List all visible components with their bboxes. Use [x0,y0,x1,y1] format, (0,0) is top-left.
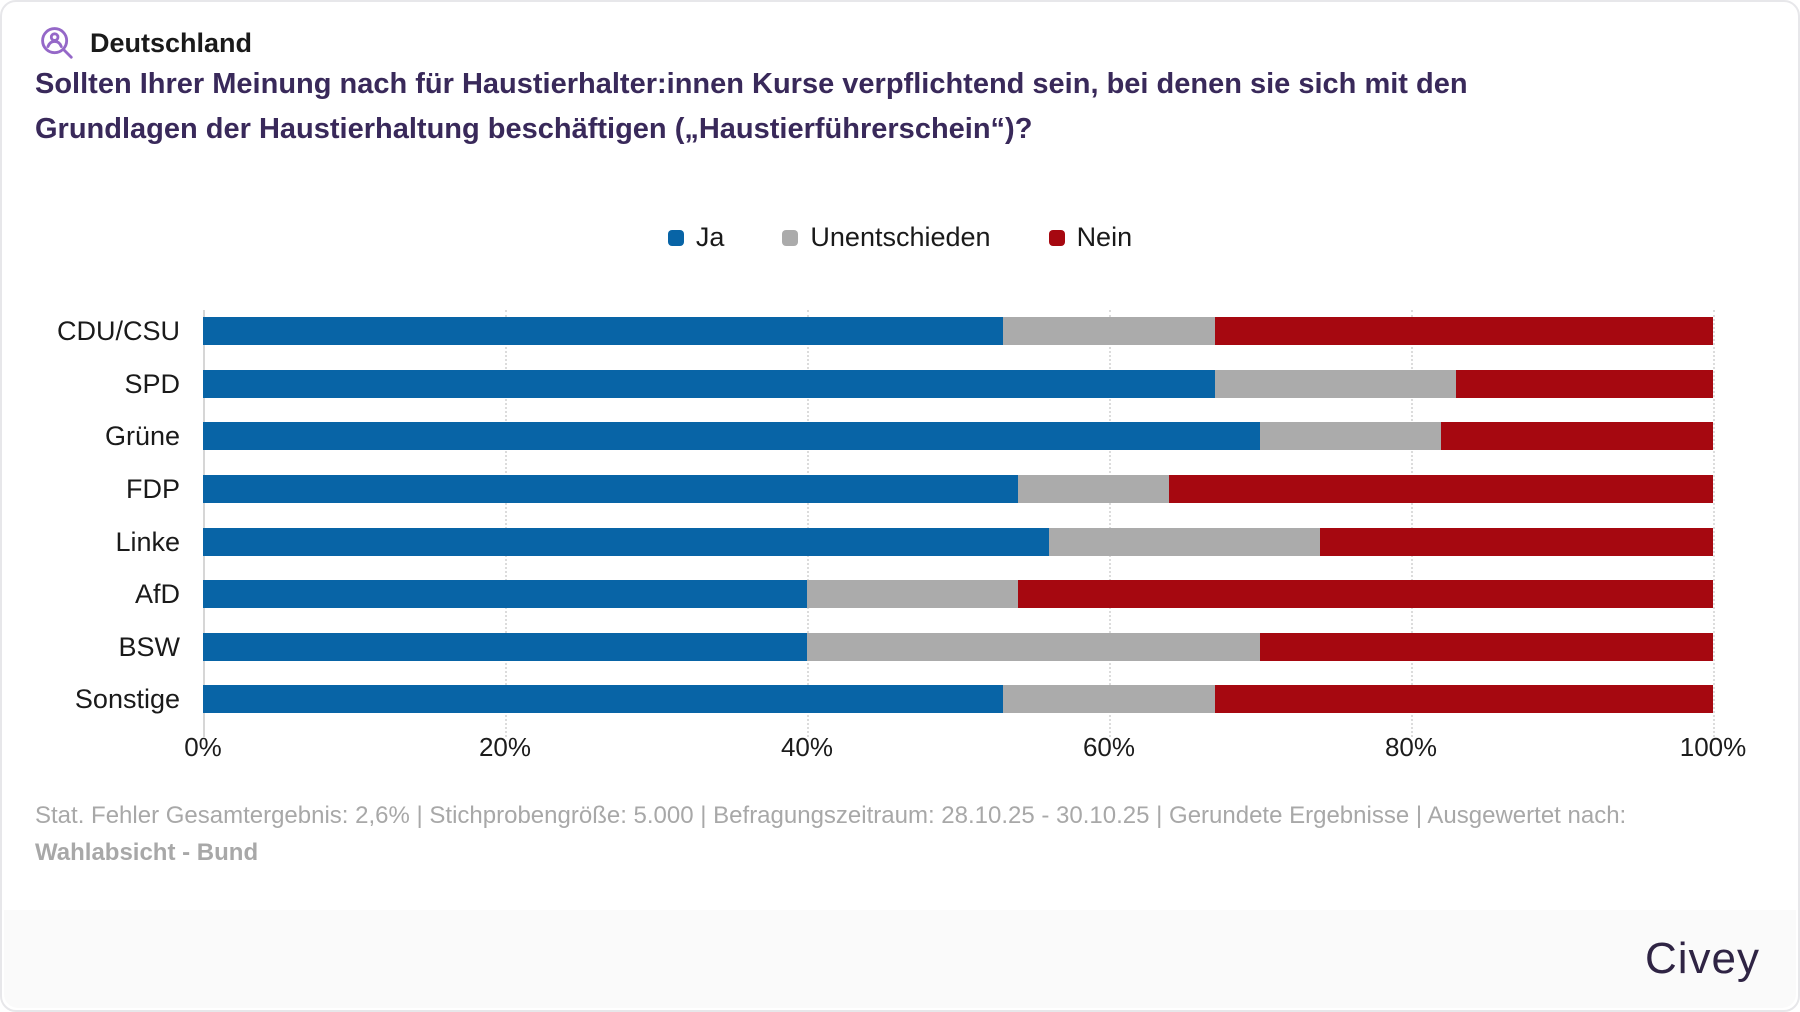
gridline [1411,310,1413,737]
footnote: Stat. Fehler Gesamtergebnis: 2,6% | Stic… [35,797,1769,871]
x-axis-tick-label: 60% [1082,732,1136,762]
x-axis-tick-label: 100% [1679,732,1747,762]
bar-segment-nein[interactable] [1214,685,1713,714]
footnote-emphasis: Wahlabsicht - Bund [35,839,259,866]
gridline [807,310,809,737]
gridline [1109,310,1111,737]
legend-swatch-nein [1048,229,1065,246]
bar-segment-ja[interactable] [203,632,807,661]
category-label: CDU/CSU [56,316,180,346]
header: Deutschland [38,24,252,62]
category-label: Grüne [104,421,180,452]
person-search-icon [38,24,76,62]
civey-logo[interactable]: Civey [1644,934,1760,983]
chart: 0% 20% 40% 60% 80% 100% CDU/CSU SPD Grüne FDP Link… [2,262,1798,774]
category-label: SPD [124,368,180,399]
x-axis-tick-label: 80% [1384,732,1438,762]
chart-row: Linke [2,526,1798,557]
bar-segment-nein[interactable] [1441,422,1713,451]
bar-segment-unentschieden[interactable] [1260,422,1442,451]
gridline [203,310,205,737]
legend-item-ja[interactable]: Ja [667,222,725,253]
legend-swatch-unentschieden [782,229,799,246]
chart-legend: Ja Unentschieden Nein [2,222,1798,253]
bar-segment-unentschieden[interactable] [807,632,1260,661]
legend-item-unentschieden[interactable]: Unentschieden [782,222,991,253]
chart-row: CDU/CSU [2,316,1798,346]
chart-row: AfD [2,579,1798,610]
bar-segment-ja[interactable] [203,527,1049,556]
legend-label: Ja [695,222,725,252]
bar-segment-unentschieden[interactable] [1003,317,1215,345]
bar-segment-nein[interactable] [1018,580,1713,609]
bar-segment-unentschieden[interactable] [1003,685,1215,714]
x-axis-tick-label: 0% [184,732,222,762]
footer-band: Civey [4,910,1796,1008]
stacked-bar [203,527,1713,556]
x-axis-tick-label: 20% [478,732,532,762]
bar-segment-nein[interactable] [1320,527,1713,556]
category-label: AfD [134,579,180,610]
bar-segment-ja[interactable] [203,474,1019,503]
bar-segment-unentschieden[interactable] [1018,474,1170,503]
stacked-bar [203,685,1713,714]
stacked-bar [203,474,1713,503]
bar-segment-ja[interactable] [203,369,1215,398]
category-label: BSW [118,631,180,662]
category-label: Linke [115,526,180,557]
bar-segment-nein[interactable] [1260,632,1713,661]
stacked-bar [203,369,1713,398]
footnote-text: Stat. Fehler Gesamtergebnis: 2,6% | Stic… [35,802,1627,829]
gridline [1713,310,1715,737]
stacked-bar [203,632,1713,661]
chart-row: BSW [2,631,1798,662]
chart-row: FDP [2,473,1798,504]
bar-segment-nein[interactable] [1169,474,1713,503]
stacked-bar [203,422,1713,451]
stacked-bar [203,317,1713,345]
gridline [505,310,507,737]
bar-segment-unentschieden[interactable] [807,580,1019,609]
x-axis-tick-label: 40% [780,732,834,762]
chart-row: Grüne [2,421,1798,452]
bar-segment-ja[interactable] [203,317,1004,345]
bar-segment-ja[interactable] [203,580,807,609]
bar-segment-unentschieden[interactable] [1214,369,1457,398]
region-label: Deutschland [90,27,253,58]
bar-segment-ja[interactable] [203,422,1260,451]
legend-swatch-ja [667,229,684,246]
bar-segment-ja[interactable] [203,685,1004,714]
chart-row: Sonstige [2,684,1798,715]
bar-segment-nein[interactable] [1214,317,1713,345]
stacked-bar [203,580,1713,609]
legend-label: Unentschieden [810,222,991,252]
category-label: FDP [126,473,180,504]
poll-question: Sollten Ihrer Meinung nach für Haustierh… [35,68,1468,145]
chart-row: SPD [2,368,1798,399]
bar-segment-nein[interactable] [1456,369,1713,398]
category-label: Sonstige [74,684,180,715]
legend-label: Nein [1076,222,1133,252]
bar-segment-unentschieden[interactable] [1048,527,1321,556]
legend-item-nein[interactable]: Nein [1048,222,1133,253]
